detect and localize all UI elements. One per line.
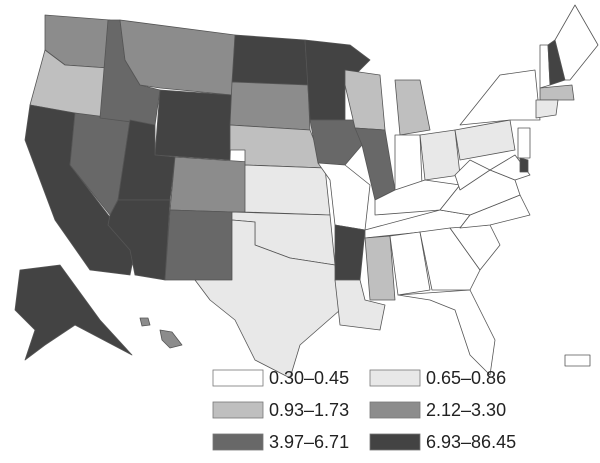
state — [194, 219, 341, 379]
legend-label: 6.93–86.45 — [426, 432, 516, 452]
state — [535, 99, 559, 119]
state — [459, 69, 541, 126]
state — [459, 194, 531, 229]
state — [139, 317, 151, 327]
state — [334, 279, 386, 331]
legend-swatch — [212, 369, 264, 387]
legend-label: 0.30–0.45 — [269, 368, 349, 388]
state — [169, 156, 251, 213]
legend-swatch — [212, 433, 264, 451]
state — [14, 264, 133, 361]
state — [489, 154, 531, 181]
state — [554, 4, 599, 81]
state — [154, 89, 233, 161]
legend: 0.30–0.45 0.65–0.86 0.93–1.73 2.12–3.30 3.97… — [212, 368, 516, 452]
legend-label: 2.12–3.30 — [426, 400, 506, 420]
state — [394, 79, 431, 136]
state — [164, 209, 233, 281]
state — [364, 235, 396, 301]
state — [419, 129, 461, 181]
state — [397, 289, 496, 376]
state — [309, 119, 363, 166]
legend-swatch — [369, 369, 421, 387]
state — [229, 81, 311, 131]
state — [564, 354, 591, 367]
state — [539, 84, 575, 101]
state — [244, 164, 331, 216]
state — [159, 329, 183, 349]
state — [517, 127, 531, 159]
state — [389, 231, 431, 296]
state — [231, 34, 309, 86]
states — [14, 4, 599, 379]
legend-label: 0.65–0.86 — [426, 368, 506, 388]
state — [519, 157, 529, 173]
state — [454, 119, 516, 161]
legend-swatch — [369, 401, 421, 419]
legend-label: 3.97–6.71 — [269, 432, 349, 452]
state — [419, 227, 481, 291]
legend-swatch — [369, 433, 421, 451]
state — [107, 199, 171, 281]
legend-swatch — [212, 401, 264, 419]
state — [334, 224, 366, 281]
state — [394, 134, 423, 191]
legend-label: 0.93–1.73 — [269, 400, 349, 420]
